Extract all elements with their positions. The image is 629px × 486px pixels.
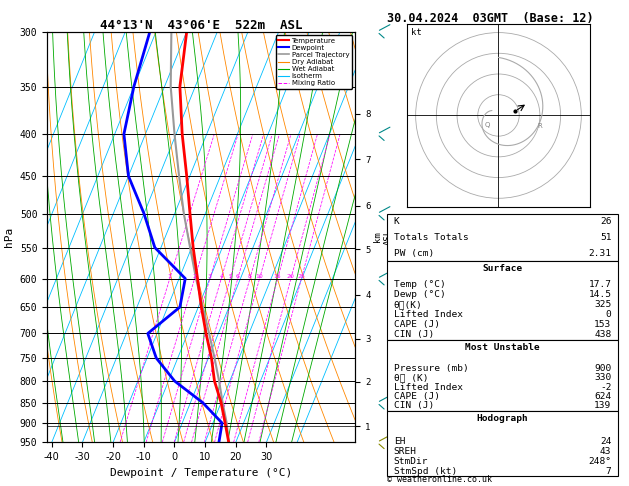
Text: K: K [394, 217, 399, 226]
Text: CAPE (J): CAPE (J) [394, 320, 440, 329]
Text: SREH: SREH [394, 447, 417, 456]
Bar [387, 214, 618, 261]
Text: CIN (J): CIN (J) [394, 401, 434, 411]
Text: © weatheronline.co.uk: © weatheronline.co.uk [387, 474, 492, 484]
Legend: Temperature, Dewpoint, Parcel Trajectory, Dry Adiabat, Wet Adiabat, Isotherm, Mi: Temperature, Dewpoint, Parcel Trajectory… [276, 35, 352, 89]
Text: StmDir: StmDir [394, 457, 428, 466]
Text: Pressure (mb): Pressure (mb) [394, 364, 469, 373]
Text: -2: -2 [600, 382, 611, 392]
Text: CAPE (J): CAPE (J) [394, 392, 440, 401]
Text: 17.7: 17.7 [588, 280, 611, 289]
Text: 7: 7 [606, 467, 611, 476]
Text: 153: 153 [594, 320, 611, 329]
Bar [387, 340, 618, 411]
Text: 6: 6 [236, 274, 240, 278]
Bar [387, 411, 618, 476]
Text: 139: 139 [594, 401, 611, 411]
Text: 30.04.2024  03GMT  (Base: 12): 30.04.2024 03GMT (Base: 12) [387, 12, 593, 25]
Text: Lifted Index: Lifted Index [394, 310, 463, 319]
X-axis label: Dewpoint / Temperature (°C): Dewpoint / Temperature (°C) [110, 468, 292, 478]
Text: R: R [537, 123, 542, 129]
Text: 15: 15 [274, 274, 282, 278]
Text: 10: 10 [255, 274, 264, 278]
Y-axis label: km
ASL: km ASL [373, 229, 392, 245]
Text: CIN (J): CIN (J) [394, 330, 434, 339]
Text: Lifted Index: Lifted Index [394, 382, 463, 392]
Text: 24: 24 [600, 437, 611, 446]
Text: θᴇ(K): θᴇ(K) [394, 300, 423, 309]
Text: 43: 43 [600, 447, 611, 456]
Text: 8: 8 [248, 274, 252, 278]
Text: 248°: 248° [588, 457, 611, 466]
Text: Totals Totals: Totals Totals [394, 233, 469, 242]
Text: 3: 3 [208, 274, 212, 278]
Text: LCL: LCL [396, 422, 409, 431]
Text: Q: Q [485, 122, 490, 128]
Text: Temp (°C): Temp (°C) [394, 280, 445, 289]
Y-axis label: hPa: hPa [4, 227, 14, 247]
Text: 1: 1 [168, 274, 172, 278]
Text: 624: 624 [594, 392, 611, 401]
Text: 20: 20 [287, 274, 295, 278]
Text: Dewp (°C): Dewp (°C) [394, 290, 445, 299]
Text: 25: 25 [298, 274, 305, 278]
Text: 2.31: 2.31 [588, 249, 611, 258]
Text: 325: 325 [594, 300, 611, 309]
Text: Hodograph: Hodograph [477, 414, 528, 423]
Text: Surface: Surface [482, 264, 523, 273]
Bar [387, 261, 618, 340]
Text: 26: 26 [600, 217, 611, 226]
Text: 0: 0 [606, 310, 611, 319]
Text: PW (cm): PW (cm) [394, 249, 434, 258]
Text: θᴇ (K): θᴇ (K) [394, 373, 428, 382]
Text: 4: 4 [220, 274, 223, 278]
Text: 330: 330 [594, 373, 611, 382]
Text: 14.5: 14.5 [588, 290, 611, 299]
Text: 5: 5 [228, 274, 232, 278]
Text: 2: 2 [192, 274, 197, 278]
Text: 438: 438 [594, 330, 611, 339]
Text: 900: 900 [594, 364, 611, 373]
Text: Most Unstable: Most Unstable [465, 343, 540, 352]
Text: 51: 51 [600, 233, 611, 242]
Text: kt: kt [411, 28, 422, 36]
Title: 44°13'N  43°06'E  522m  ASL: 44°13'N 43°06'E 522m ASL [100, 18, 303, 32]
Text: EH: EH [394, 437, 405, 446]
Text: StmSpd (kt): StmSpd (kt) [394, 467, 457, 476]
